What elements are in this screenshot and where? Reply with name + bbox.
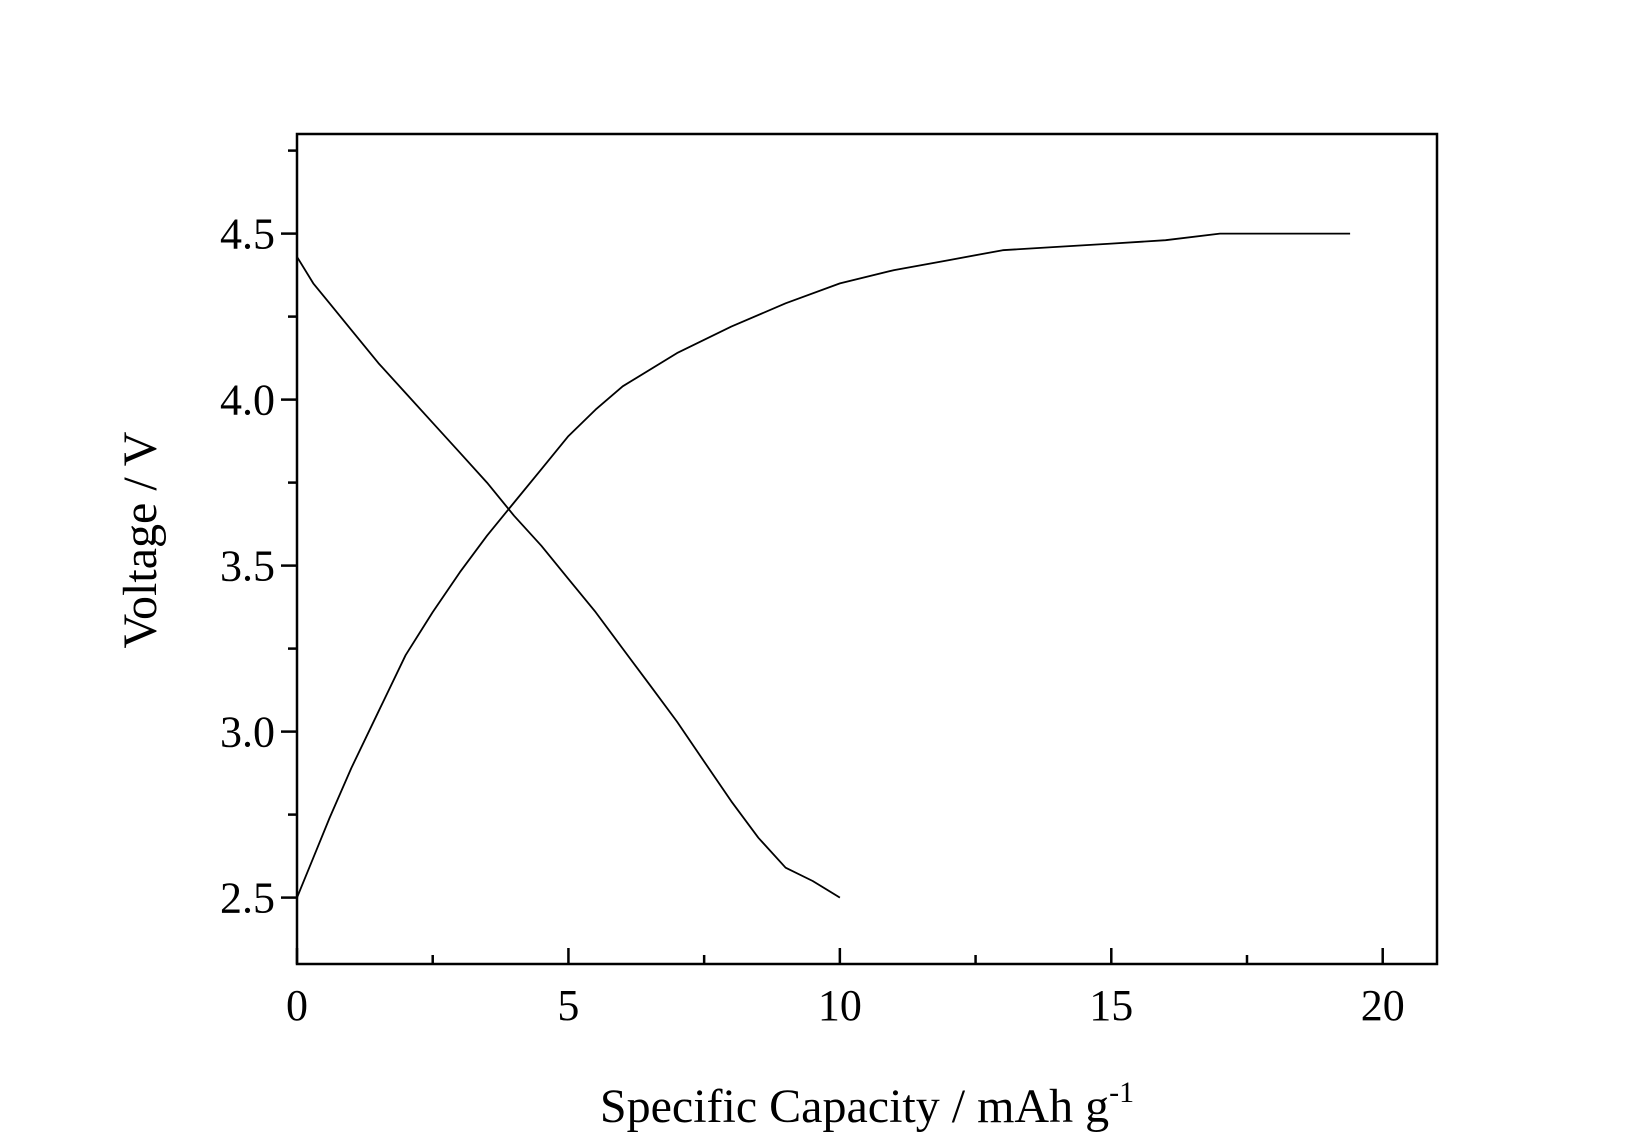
x-axis-title-superscript: -1 [1109,1076,1134,1109]
x-tick-label: 0 [286,981,308,1030]
x-axis-title: Specific Capacity / mAh g-1 [600,1076,1134,1133]
series-line-2 [296,232,1351,898]
series-line-1 [296,256,841,899]
tick-labels: 0 5 10 15 20 2.5 3.0 3.5 4.0 4.5 [220,210,1405,1030]
y-tick-label: 4.5 [220,210,275,259]
plot-frame [295,132,1439,966]
x-tick-label: 20 [1361,981,1405,1030]
axis-ticks [281,149,1384,964]
y-tick-label: 4.0 [220,376,275,425]
x-tick-label: 5 [557,981,579,1030]
y-tick-label: 2.5 [220,874,275,923]
plot-area [296,232,1351,899]
x-tick-label: 10 [818,981,862,1030]
y-tick-label: 3.5 [220,542,275,591]
x-tick-label: 15 [1089,981,1133,1030]
x-axis-title-text: Specific Capacity / mAh g [600,1080,1109,1133]
y-tick-label: 3.0 [220,708,275,757]
y-axis-title: Voltage / V [114,431,167,648]
